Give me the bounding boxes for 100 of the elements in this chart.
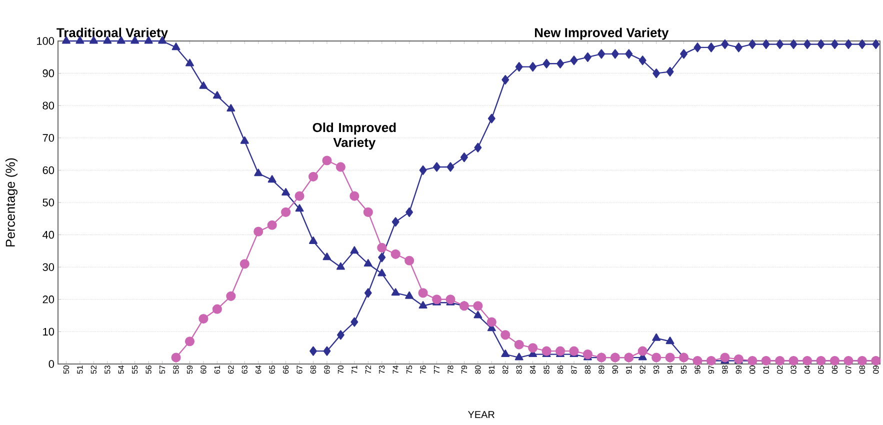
- point: [473, 301, 483, 311]
- point: [680, 49, 688, 59]
- point: [598, 49, 606, 59]
- point: [858, 39, 866, 50]
- point: [350, 317, 358, 327]
- point: [212, 91, 222, 99]
- point: [666, 336, 674, 344]
- point: [474, 142, 482, 152]
- point: [419, 165, 427, 175]
- point: [404, 256, 414, 266]
- point: [555, 346, 566, 356]
- point: [226, 291, 236, 301]
- y-tick-label: 70: [42, 134, 54, 142]
- point: [569, 346, 579, 356]
- point: [844, 356, 854, 366]
- point: [871, 356, 881, 366]
- point: [171, 352, 181, 362]
- y-tick-label: 20: [42, 296, 54, 304]
- y-tick-label: 90: [42, 69, 54, 78]
- point: [433, 162, 440, 172]
- point: [652, 333, 661, 341]
- point: [350, 191, 360, 201]
- point: [488, 114, 496, 124]
- point: [226, 104, 236, 112]
- point: [336, 262, 345, 270]
- point: [748, 39, 756, 50]
- point: [282, 188, 290, 196]
- point: [584, 52, 592, 62]
- y-tick-label: 0: [48, 360, 54, 368]
- point: [872, 39, 880, 50]
- point: [240, 136, 249, 144]
- y-axis-title: Percentage (%): [5, 158, 18, 246]
- point: [611, 49, 619, 59]
- point: [116, 36, 126, 44]
- point: [432, 294, 442, 304]
- point: [638, 346, 648, 356]
- point: [446, 162, 454, 172]
- point: [446, 294, 456, 304]
- point: [406, 207, 414, 217]
- point: [378, 252, 386, 262]
- point: [378, 268, 386, 276]
- y-tick-label: 100: [37, 37, 54, 45]
- point: [268, 175, 276, 183]
- point: [502, 74, 510, 85]
- y-tick-label: 10: [43, 328, 54, 336]
- point: [501, 350, 510, 357]
- point: [528, 343, 538, 353]
- point: [665, 352, 675, 362]
- point: [212, 304, 222, 314]
- point: [336, 330, 344, 340]
- point: [734, 42, 742, 52]
- point: [186, 58, 194, 66]
- series-label: Traditional Variety: [56, 28, 168, 40]
- point: [363, 207, 373, 217]
- point: [281, 207, 291, 217]
- point: [802, 356, 812, 366]
- point: [308, 172, 318, 182]
- point: [775, 356, 785, 366]
- point: [790, 39, 798, 50]
- point: [570, 56, 578, 66]
- point: [418, 301, 428, 309]
- point: [254, 168, 263, 176]
- point: [638, 56, 646, 66]
- point: [582, 350, 592, 360]
- point: [364, 259, 372, 267]
- point: [322, 156, 332, 166]
- point: [515, 62, 523, 72]
- point: [625, 49, 633, 59]
- point: [377, 242, 387, 252]
- x-axis-title: YEAR: [468, 411, 494, 418]
- point: [707, 42, 715, 52]
- point: [267, 220, 277, 230]
- point: [323, 346, 331, 356]
- point: [666, 66, 674, 76]
- point: [254, 226, 264, 236]
- point: [844, 39, 852, 50]
- point: [542, 58, 550, 68]
- series-label: New Improved Variety: [534, 28, 669, 40]
- point: [474, 310, 482, 318]
- point: [294, 191, 304, 201]
- y-tick-label: 60: [42, 166, 54, 174]
- y-tick-label: 30: [42, 263, 54, 271]
- point: [418, 288, 428, 298]
- point: [761, 356, 771, 366]
- point: [692, 356, 702, 366]
- point: [350, 246, 359, 254]
- point: [405, 291, 414, 299]
- point: [199, 81, 208, 89]
- point: [336, 162, 346, 172]
- point: [830, 39, 838, 50]
- point: [817, 39, 825, 50]
- point: [322, 252, 332, 260]
- point: [542, 346, 552, 356]
- point: [198, 314, 208, 324]
- point: [776, 39, 784, 50]
- point: [652, 68, 660, 78]
- point: [804, 39, 812, 50]
- point: [240, 259, 250, 269]
- point: [529, 62, 537, 72]
- point: [816, 356, 826, 366]
